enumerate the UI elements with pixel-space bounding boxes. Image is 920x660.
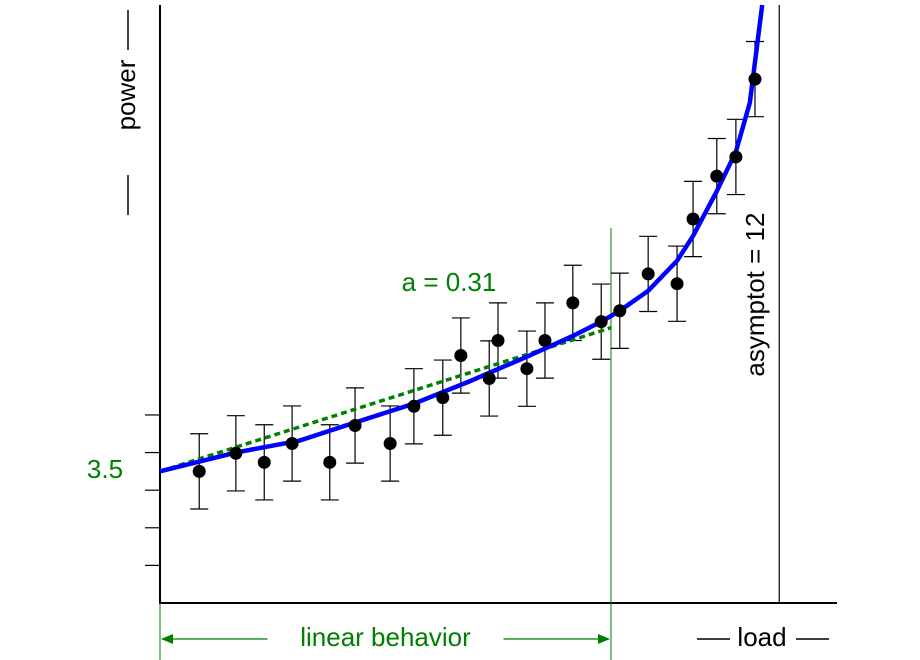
asymptote-label-group: asymptot = 12 bbox=[740, 213, 770, 377]
data-point bbox=[710, 169, 724, 183]
data-point bbox=[566, 296, 580, 310]
data-point bbox=[491, 333, 505, 347]
data-point bbox=[482, 371, 496, 385]
x-axis-label: load bbox=[737, 622, 786, 652]
intercept-label: 3.5 bbox=[87, 454, 123, 484]
y-label-group: power bbox=[111, 10, 141, 215]
range-label: linear behavior bbox=[300, 622, 471, 652]
asymptote-label: asymptot = 12 bbox=[740, 213, 770, 377]
data-point bbox=[192, 464, 206, 478]
data-point bbox=[641, 267, 655, 281]
data-point bbox=[257, 455, 271, 469]
data-point bbox=[407, 399, 421, 413]
data-point bbox=[520, 362, 534, 376]
data-point bbox=[748, 72, 762, 86]
data-point bbox=[686, 212, 700, 226]
slope-label: a = 0.31 bbox=[402, 267, 497, 297]
data-point bbox=[348, 418, 362, 432]
y-axis-label: power bbox=[111, 59, 141, 130]
data-point bbox=[383, 437, 397, 451]
data-point bbox=[594, 315, 608, 329]
fit-curve bbox=[159, 4, 765, 474]
data-point bbox=[729, 150, 743, 164]
data-point bbox=[436, 391, 450, 405]
arrow-head bbox=[161, 634, 173, 644]
data-point bbox=[323, 455, 337, 469]
arrow-head bbox=[598, 634, 611, 644]
data-point bbox=[454, 349, 468, 363]
data-point bbox=[538, 333, 552, 347]
data-point bbox=[670, 277, 684, 291]
data-point bbox=[613, 304, 627, 318]
data-point bbox=[229, 446, 243, 460]
data-point bbox=[285, 437, 299, 451]
